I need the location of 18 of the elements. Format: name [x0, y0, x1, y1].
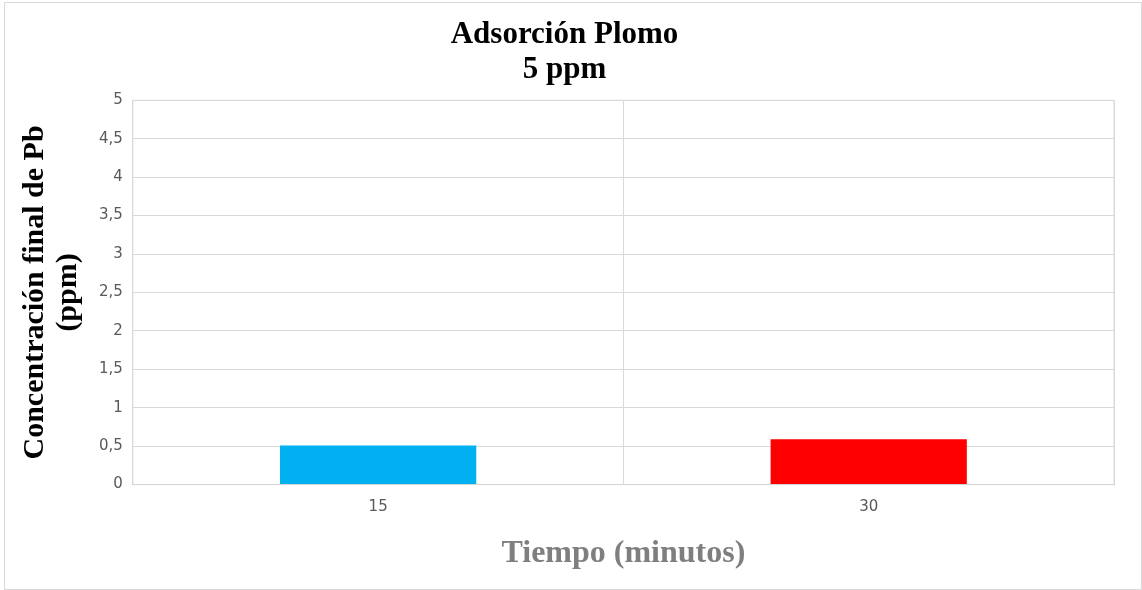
y-tick-label: 0,5 [99, 436, 123, 455]
y-tick-label: 3 [113, 243, 123, 262]
y-tick-label: 4,5 [99, 128, 123, 147]
y-tick-label: 1,5 [99, 359, 123, 378]
text: (ppm) [49, 253, 83, 332]
y-tick-label: 5 [113, 90, 123, 109]
y-tick-label: 0 [113, 474, 123, 493]
x-axis-title: Tiempo (minutos) [501, 533, 746, 570]
y-tick-label: 3,5 [99, 205, 123, 224]
y-tick-label: 2,5 [99, 282, 123, 301]
x-tick-label: 30 [859, 497, 879, 516]
y-tick-label: 4 [113, 167, 123, 186]
x-tick-label: 15 [368, 497, 388, 516]
text: 5 ppm [522, 50, 607, 86]
y-tick-label: 1 [113, 397, 123, 416]
y-tick-label: 2 [113, 320, 123, 339]
text: Concentración final de Pb [16, 125, 50, 460]
text: Adsorción Plomo [450, 14, 679, 50]
